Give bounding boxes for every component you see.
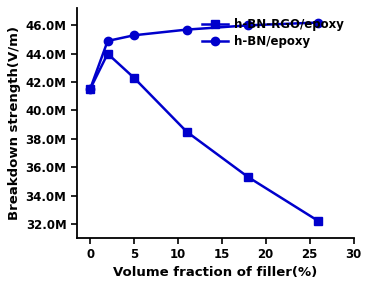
h-BN/epoxy bbox=[246, 24, 250, 27]
h-BN-RGO/epoxy bbox=[185, 130, 189, 133]
Line: h-BN-RGO/epoxy: h-BN-RGO/epoxy bbox=[86, 50, 323, 225]
h-BN/epoxy bbox=[105, 39, 110, 43]
h-BN-RGO/epoxy bbox=[316, 219, 321, 223]
h-BN/epoxy bbox=[185, 28, 189, 31]
h-BN-RGO/epoxy bbox=[132, 76, 136, 79]
h-BN-RGO/epoxy bbox=[88, 88, 92, 91]
h-BN/epoxy bbox=[316, 21, 321, 24]
h-BN-RGO/epoxy bbox=[246, 175, 250, 179]
Y-axis label: Breakdown strength(V/m): Breakdown strength(V/m) bbox=[9, 26, 21, 220]
h-BN/epoxy bbox=[132, 34, 136, 37]
X-axis label: Volume fraction of filler(%): Volume fraction of filler(%) bbox=[113, 266, 317, 279]
Line: h-BN/epoxy: h-BN/epoxy bbox=[86, 18, 323, 93]
h-BN-RGO/epoxy bbox=[105, 52, 110, 55]
Legend: h-BN-RGO/epoxy, h-BN/epoxy: h-BN-RGO/epoxy, h-BN/epoxy bbox=[199, 14, 348, 52]
h-BN/epoxy bbox=[88, 88, 92, 91]
